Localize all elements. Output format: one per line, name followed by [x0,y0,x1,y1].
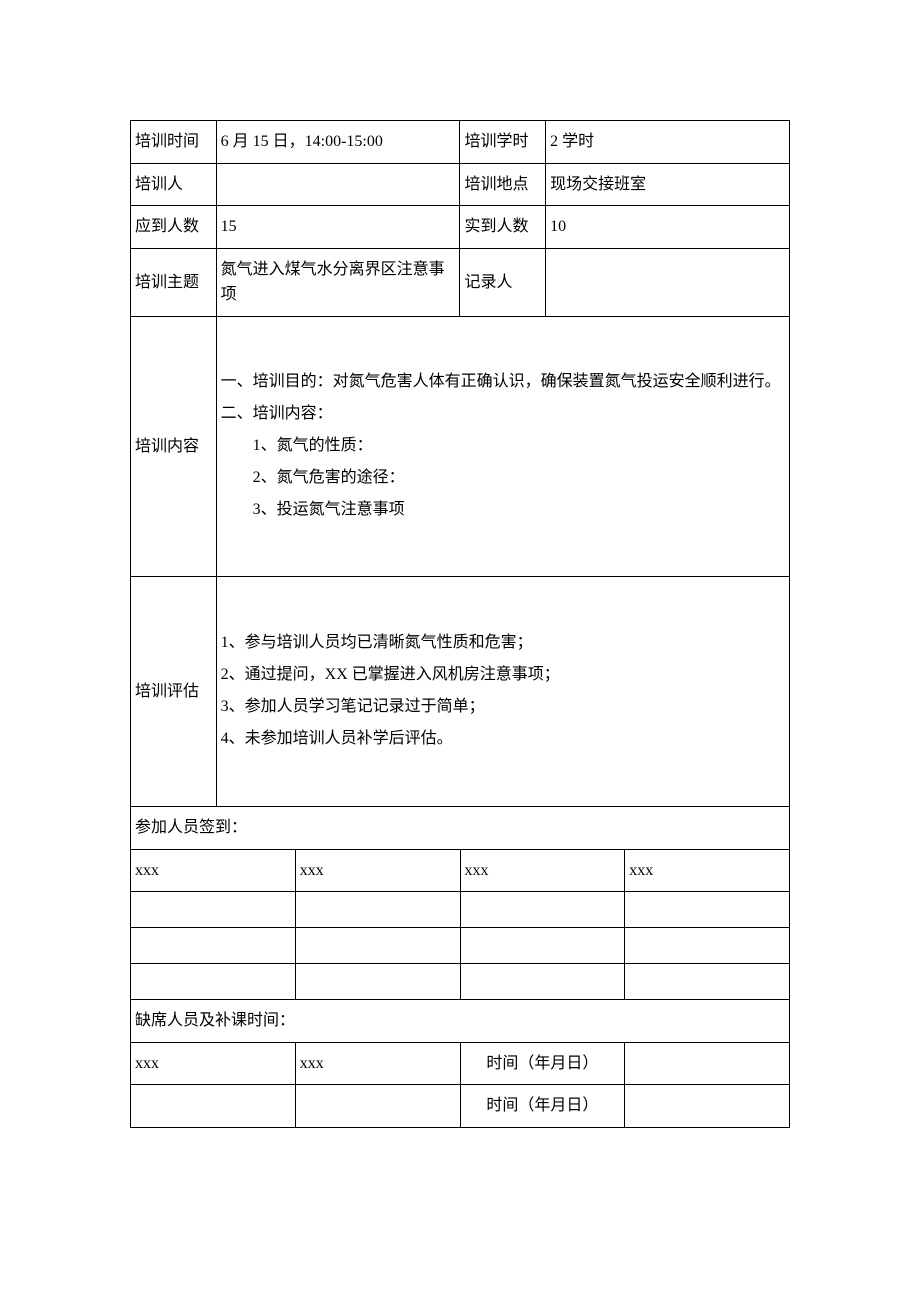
attendee-cell [295,964,460,1000]
train-time-label: 培训时间 [131,121,217,164]
train-hours-value: 2 学时 [546,121,790,164]
row-trainer: 培训人 培训地点 现场交接班室 [131,163,790,206]
actual-count-label: 实到人数 [460,206,546,249]
absent-time-value [625,1042,790,1085]
train-topic-label: 培训主题 [131,248,217,316]
train-hours-label: 培训学时 [460,121,546,164]
row-eval: 培训评估 1、参与培训人员均已清晰氮气性质和危害； 2、通过提问，XX 已掌握进… [131,576,790,806]
attendee-table: xxx xxx xxx xxx 缺席人员及补课时间： xxx xxx 时间（年月… [130,850,790,1128]
row-attendee-header: 参加人员签到： [131,806,790,849]
attendee-cell: xxx [295,850,460,892]
train-topic-value: 氮气进入煤气水分离界区注意事项 [216,248,460,316]
content-item-1: 1、氮气的性质： [221,430,785,462]
content-item-3: 3、投运氮气注意事项 [221,494,785,526]
train-eval-cell: 1、参与培训人员均已清晰氮气性质和危害； 2、通过提问，XX 已掌握进入风机房注… [216,576,789,806]
attendee-row-3 [131,928,790,964]
trainer-label: 培训人 [131,163,217,206]
attendee-cell [131,964,296,1000]
attendee-cell [131,928,296,964]
recorder-value [546,248,790,316]
expected-count-value: 15 [216,206,460,249]
expected-count-label: 应到人数 [131,206,217,249]
trainer-value [216,163,460,206]
attendee-cell [131,892,296,928]
attendee-cell [460,928,625,964]
train-place-label: 培训地点 [460,163,546,206]
row-count: 应到人数 15 实到人数 10 [131,206,790,249]
attendee-row-2 [131,892,790,928]
train-content-cell: 一、培训目的：对氮气危害人体有正确认识，确保装置氮气投运安全顺利进行。 二、培训… [216,316,789,576]
row-absent-header: 缺席人员及补课时间： [131,1000,790,1043]
training-record-table: 培训时间 6 月 15 日，14:00-15:00 培训学时 2 学时 培训人 … [130,120,790,850]
row-content: 培训内容 一、培训目的：对氮气危害人体有正确认识，确保装置氮气投运安全顺利进行。… [131,316,790,576]
attendee-row-4 [131,964,790,1000]
eval-line-2: 2、通过提问，XX 已掌握进入风机房注意事项； [221,659,785,691]
attendee-cell [460,964,625,1000]
absent-time-label: 时间（年月日） [460,1042,625,1085]
content-purpose: 一、培训目的：对氮气危害人体有正确认识，确保装置氮气投运安全顺利进行。 [221,366,785,398]
attendee-cell: xxx [460,850,625,892]
absent-cell [131,1085,296,1128]
absent-time-value [625,1085,790,1128]
attendee-cell [295,928,460,964]
attendee-cell [625,928,790,964]
content-item-2: 2、氮气危害的途径： [221,462,785,494]
recorder-label: 记录人 [460,248,546,316]
attendee-header: 参加人员签到： [131,806,790,849]
absent-cell [295,1085,460,1128]
absent-row-1: xxx xxx 时间（年月日） [131,1042,790,1085]
absent-cell: xxx [131,1042,296,1085]
attendee-cell [625,892,790,928]
absent-cell: xxx [295,1042,460,1085]
content-section: 二、培训内容： [221,398,785,430]
attendee-cell [625,964,790,1000]
train-eval-label: 培训评估 [131,576,217,806]
content-block: 一、培训目的：对氮气危害人体有正确认识，确保装置氮气投运安全顺利进行。 二、培训… [221,366,785,526]
attendee-cell [295,892,460,928]
row-topic: 培训主题 氮气进入煤气水分离界区注意事项 记录人 [131,248,790,316]
eval-block: 1、参与培训人员均已清晰氮气性质和危害； 2、通过提问，XX 已掌握进入风机房注… [221,627,785,755]
attendee-cell: xxx [625,850,790,892]
absent-row-2: 时间（年月日） [131,1085,790,1128]
actual-count-value: 10 [546,206,790,249]
attendee-cell [460,892,625,928]
train-time-value: 6 月 15 日，14:00-15:00 [216,121,460,164]
attendee-cell: xxx [131,850,296,892]
absent-header: 缺席人员及补课时间： [131,1000,790,1043]
attendee-row-1: xxx xxx xxx xxx [131,850,790,892]
absent-time-label: 时间（年月日） [460,1085,625,1128]
eval-line-3: 3、参加人员学习笔记记录过于简单； [221,691,785,723]
train-place-value: 现场交接班室 [546,163,790,206]
eval-line-1: 1、参与培训人员均已清晰氮气性质和危害； [221,627,785,659]
eval-line-4: 4、未参加培训人员补学后评估。 [221,723,785,755]
row-time: 培训时间 6 月 15 日，14:00-15:00 培训学时 2 学时 [131,121,790,164]
train-content-label: 培训内容 [131,316,217,576]
